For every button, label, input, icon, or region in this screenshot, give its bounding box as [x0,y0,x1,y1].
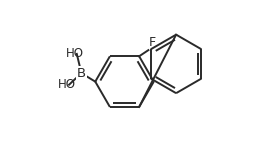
Text: HO: HO [66,47,84,60]
Text: B: B [77,67,86,80]
Text: F: F [149,36,156,49]
Text: HO: HO [58,78,76,91]
